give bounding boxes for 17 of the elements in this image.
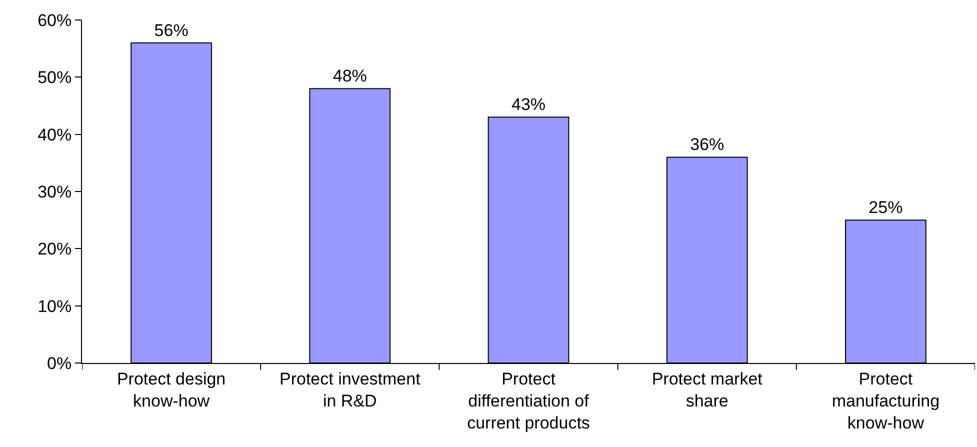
data-label: 25% (868, 198, 903, 218)
data-label: 36% (690, 135, 724, 154)
x-tick-label: Protect market share (652, 369, 763, 410)
data-label: 48% (332, 66, 367, 86)
y-tick-label: 40% (38, 125, 72, 144)
data-label: 56% (154, 20, 188, 40)
x-tick-label: Protect investment in R&D (280, 369, 421, 410)
data-label: 43% (511, 95, 546, 114)
y-tick-label: 0% (47, 354, 72, 373)
x-tick-label: Protect differentiation of current products (467, 369, 590, 433)
x-tick-label: Protect design know-how (116, 369, 226, 410)
y-tick-label: 60% (38, 10, 72, 30)
y-tick-label: 30% (38, 182, 72, 202)
y-tick-label: 10% (38, 296, 72, 316)
y-tick-label: 50% (38, 68, 72, 88)
y-tick-label: 20% (38, 240, 72, 259)
x-tick-label: Protect manufacturing know-how (832, 369, 940, 433)
